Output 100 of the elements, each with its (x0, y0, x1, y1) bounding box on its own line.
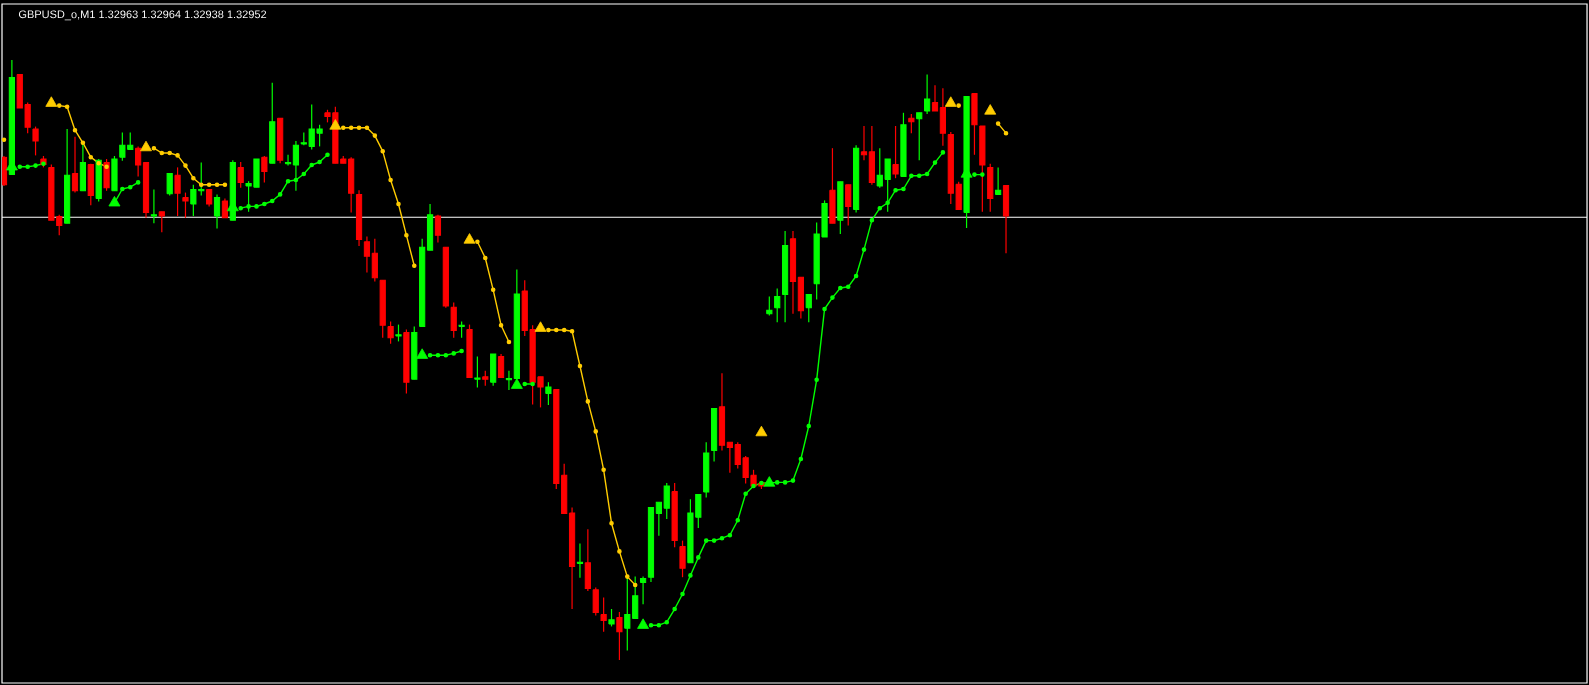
candlestick (150, 188, 158, 224)
candlestick (174, 166, 181, 217)
point (956, 103, 961, 108)
point (601, 467, 606, 473)
point (416, 348, 429, 359)
point (175, 153, 180, 158)
point (340, 125, 346, 131)
point (569, 328, 575, 334)
candlestick (497, 353, 505, 378)
candlestick (213, 193, 221, 230)
point (510, 378, 523, 389)
candlestick (860, 125, 868, 161)
point (995, 121, 1001, 126)
candlestick (600, 597, 607, 633)
candlestick (931, 84, 939, 112)
point (80, 140, 86, 146)
candlestick (135, 145, 142, 177)
point (637, 618, 650, 629)
point (191, 175, 196, 181)
point (632, 582, 638, 588)
point (183, 163, 188, 168)
point (944, 96, 957, 107)
point (617, 549, 622, 554)
candlestick (474, 355, 481, 389)
point (198, 182, 204, 188)
candlestick (387, 320, 394, 345)
point (140, 140, 152, 152)
candlestick (166, 172, 173, 197)
point (755, 425, 768, 437)
candlestick (845, 184, 852, 227)
point (72, 127, 78, 133)
candlestick (545, 381, 552, 406)
point (534, 321, 547, 332)
point (222, 182, 228, 188)
point (1003, 130, 1009, 136)
chart-title: GBPUSD_o,M1 1.32963 1.32964 1.32938 1.32952 (18, 10, 267, 21)
point (463, 233, 476, 244)
point (45, 96, 58, 107)
point (585, 399, 591, 404)
point (96, 160, 101, 166)
point (88, 154, 94, 160)
candlestick (616, 611, 623, 661)
candlestick (221, 197, 229, 219)
point (356, 125, 362, 131)
point (609, 520, 614, 526)
point (411, 263, 417, 269)
point (498, 322, 504, 328)
point (104, 164, 109, 170)
point (984, 104, 997, 115)
point (593, 429, 599, 434)
point (763, 476, 776, 487)
point (372, 133, 378, 138)
candlestick (592, 586, 599, 617)
candlestick (916, 112, 923, 161)
point (490, 287, 496, 293)
candlestick (158, 211, 165, 233)
point (329, 119, 342, 130)
point (475, 239, 480, 245)
candlestick (726, 441, 733, 474)
point (348, 125, 354, 131)
candlestick (774, 287, 781, 323)
point (388, 177, 393, 183)
point (159, 150, 165, 156)
point (56, 103, 62, 108)
point (506, 339, 512, 345)
point (167, 150, 172, 156)
point (404, 232, 409, 238)
point (151, 145, 157, 151)
candlestick (576, 543, 584, 579)
point (577, 363, 583, 369)
candlestick (639, 576, 647, 605)
point (546, 327, 551, 333)
candlestick (237, 161, 244, 189)
candlestick (363, 235, 371, 273)
candlestick (892, 125, 899, 179)
candlestick (450, 301, 457, 339)
candlestick (182, 191, 189, 219)
candlestick (924, 73, 931, 115)
candlestick (261, 155, 268, 183)
point (214, 182, 220, 188)
point (206, 182, 212, 188)
point (482, 255, 488, 261)
candlestick (679, 540, 686, 578)
point (561, 327, 567, 333)
point (625, 574, 630, 579)
point (380, 148, 386, 154)
point (364, 125, 370, 131)
point (108, 195, 121, 207)
point (553, 327, 559, 333)
point (1, 137, 7, 143)
candlestick (71, 136, 79, 194)
point (396, 201, 401, 207)
candlestick (908, 113, 915, 134)
candlestick (995, 166, 1002, 195)
point (64, 104, 70, 110)
candlestick (284, 154, 292, 167)
candlestick (32, 125, 39, 156)
candlestick (805, 293, 812, 323)
candlestick (434, 214, 442, 243)
candlestick (766, 295, 773, 317)
